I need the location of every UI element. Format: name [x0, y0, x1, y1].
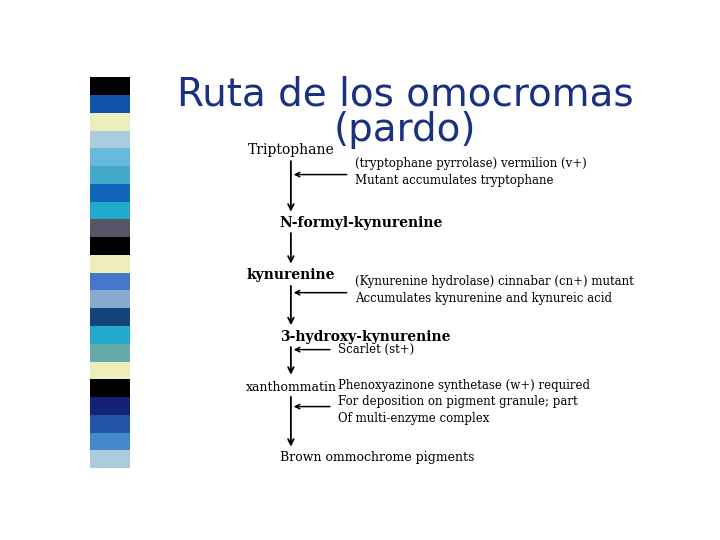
Text: N-formyl-kynurenine: N-formyl-kynurenine	[279, 216, 443, 230]
Bar	[90, 308, 130, 326]
Bar	[90, 148, 130, 166]
Bar	[90, 95, 130, 113]
Bar	[90, 450, 130, 468]
Text: Scarlet (st+): Scarlet (st+)	[338, 343, 415, 356]
Bar	[90, 184, 130, 201]
Bar	[90, 237, 130, 255]
Bar	[90, 131, 130, 149]
Text: (pardo): (pardo)	[334, 111, 477, 148]
Bar	[90, 273, 130, 291]
Bar	[90, 344, 130, 362]
Text: xanthommatin: xanthommatin	[246, 381, 336, 394]
Text: Triptophane: Triptophane	[248, 143, 334, 157]
Bar	[90, 326, 130, 344]
Text: Phenoxyazinone synthetase (w+) required
For deposition on pigment granule; part
: Phenoxyazinone synthetase (w+) required …	[338, 379, 590, 424]
Text: 3-hydroxy-kynurenine: 3-hydroxy-kynurenine	[279, 330, 450, 344]
Bar	[90, 255, 130, 273]
Text: (Kynurenine hydrolase) cinnabar (cn+) mutant
Accumulates kynurenine and kynureic: (Kynurenine hydrolase) cinnabar (cn+) mu…	[355, 275, 634, 305]
Text: kynurenine: kynurenine	[247, 268, 335, 282]
Bar	[90, 201, 130, 219]
Bar	[90, 291, 130, 308]
Bar	[90, 113, 130, 131]
Bar	[90, 433, 130, 450]
Text: (tryptophane pyrrolase) vermilion (v+)
Mutant accumulates tryptophane: (tryptophane pyrrolase) vermilion (v+) M…	[355, 157, 587, 187]
Text: Ruta de los omocromas: Ruta de los omocromas	[177, 75, 634, 113]
Bar	[90, 362, 130, 379]
Text: Brown ommochrome pigments: Brown ommochrome pigments	[279, 451, 474, 464]
Bar	[90, 219, 130, 237]
Bar	[90, 166, 130, 184]
Bar	[90, 77, 130, 95]
Bar	[90, 415, 130, 433]
Bar	[90, 397, 130, 415]
Bar	[90, 379, 130, 397]
